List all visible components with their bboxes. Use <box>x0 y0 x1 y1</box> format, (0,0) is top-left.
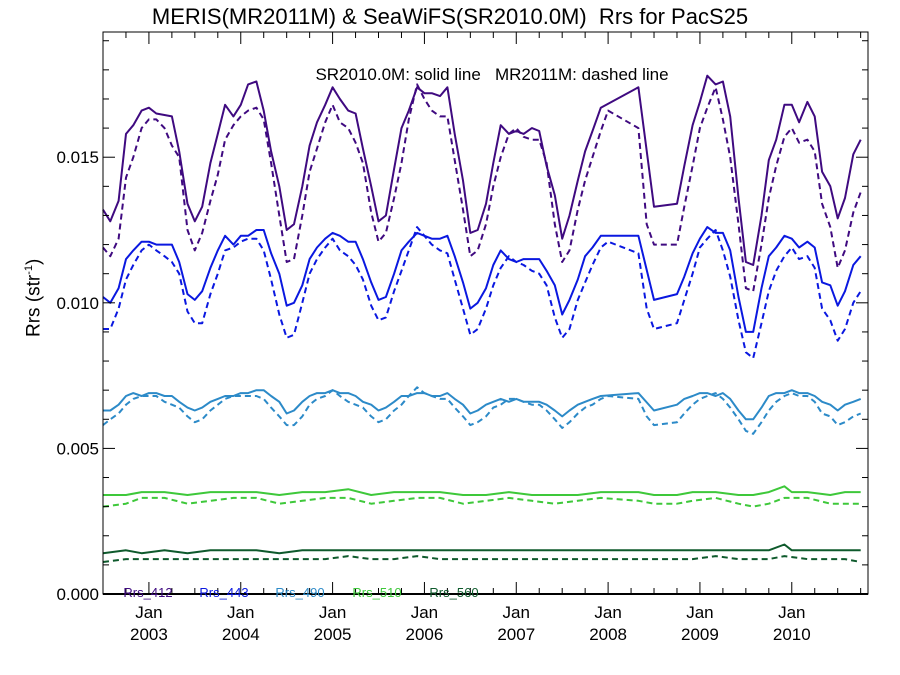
y-tick-label: 0.015 <box>56 148 99 167</box>
series-rrs-510-dashed <box>102 496 861 508</box>
legend-entry: Rrs_510 <box>352 585 401 600</box>
x-tick-label-year: 2003 <box>130 625 168 644</box>
x-tick-label-year: 2009 <box>681 625 719 644</box>
x-tick-label-month: Jan <box>686 603 713 622</box>
x-tick-label-month: Jan <box>503 603 530 622</box>
x-tick-label-month: Jan <box>319 603 346 622</box>
legend-entry: Rrs_490 <box>275 585 324 600</box>
x-tick-label-month: Jan <box>778 603 805 622</box>
series-rrs-490-solid <box>103 389 862 421</box>
series-rrs-510-solid <box>103 485 861 496</box>
y-tick-label: 0.005 <box>56 439 99 458</box>
x-tick-label-year: 2008 <box>589 625 627 644</box>
x-tick-label-month: Jan <box>135 603 162 622</box>
series-rrs-443-dashed <box>103 226 862 360</box>
series-rrs-490-dashed <box>102 386 862 435</box>
x-tick-label-year: 2005 <box>314 625 352 644</box>
x-tick-label-year: 2004 <box>222 625 260 644</box>
plot-frame <box>102 31 869 595</box>
y-tick-label: 0.010 <box>56 294 99 313</box>
x-tick-label-month: Jan <box>227 603 254 622</box>
x-tick-label-year: 2006 <box>406 625 444 644</box>
legend-entry: Rrs_560 <box>429 585 478 600</box>
legend: Rrs_412 Rrs_443 Rrs_490 Rrs_510 Rrs_560 <box>123 585 478 600</box>
x-tick-label-year: 2010 <box>773 625 811 644</box>
chart-title: MERIS(MR2011M) & SeaWiFS(SR2010.0M) Rrs … <box>151 4 749 29</box>
series-rrs-412-dashed <box>102 83 862 293</box>
x-tick-label-month: Jan <box>594 603 621 622</box>
x-tick-label-year: 2007 <box>497 625 535 644</box>
legend-entry: Rrs_412 <box>123 585 172 600</box>
series-rrs-443-solid <box>102 226 862 333</box>
y-tick-label: 0.000 <box>56 585 99 604</box>
x-tick-label-month: Jan <box>411 603 438 622</box>
series-layer <box>102 74 862 563</box>
line-style-annotation: SR2010.0M: solid line MR2011M: dashed li… <box>315 65 668 84</box>
series-rrs-560-dashed <box>102 555 861 563</box>
legend-entry: Rrs_443 <box>199 585 248 600</box>
series-rrs-560-solid <box>102 543 861 555</box>
series-rrs-412-solid <box>102 74 862 266</box>
axes-layer: 0.000 0.005 0.010 0.015 Jan 2003 Jan 2004 Jan 200… <box>56 31 869 644</box>
